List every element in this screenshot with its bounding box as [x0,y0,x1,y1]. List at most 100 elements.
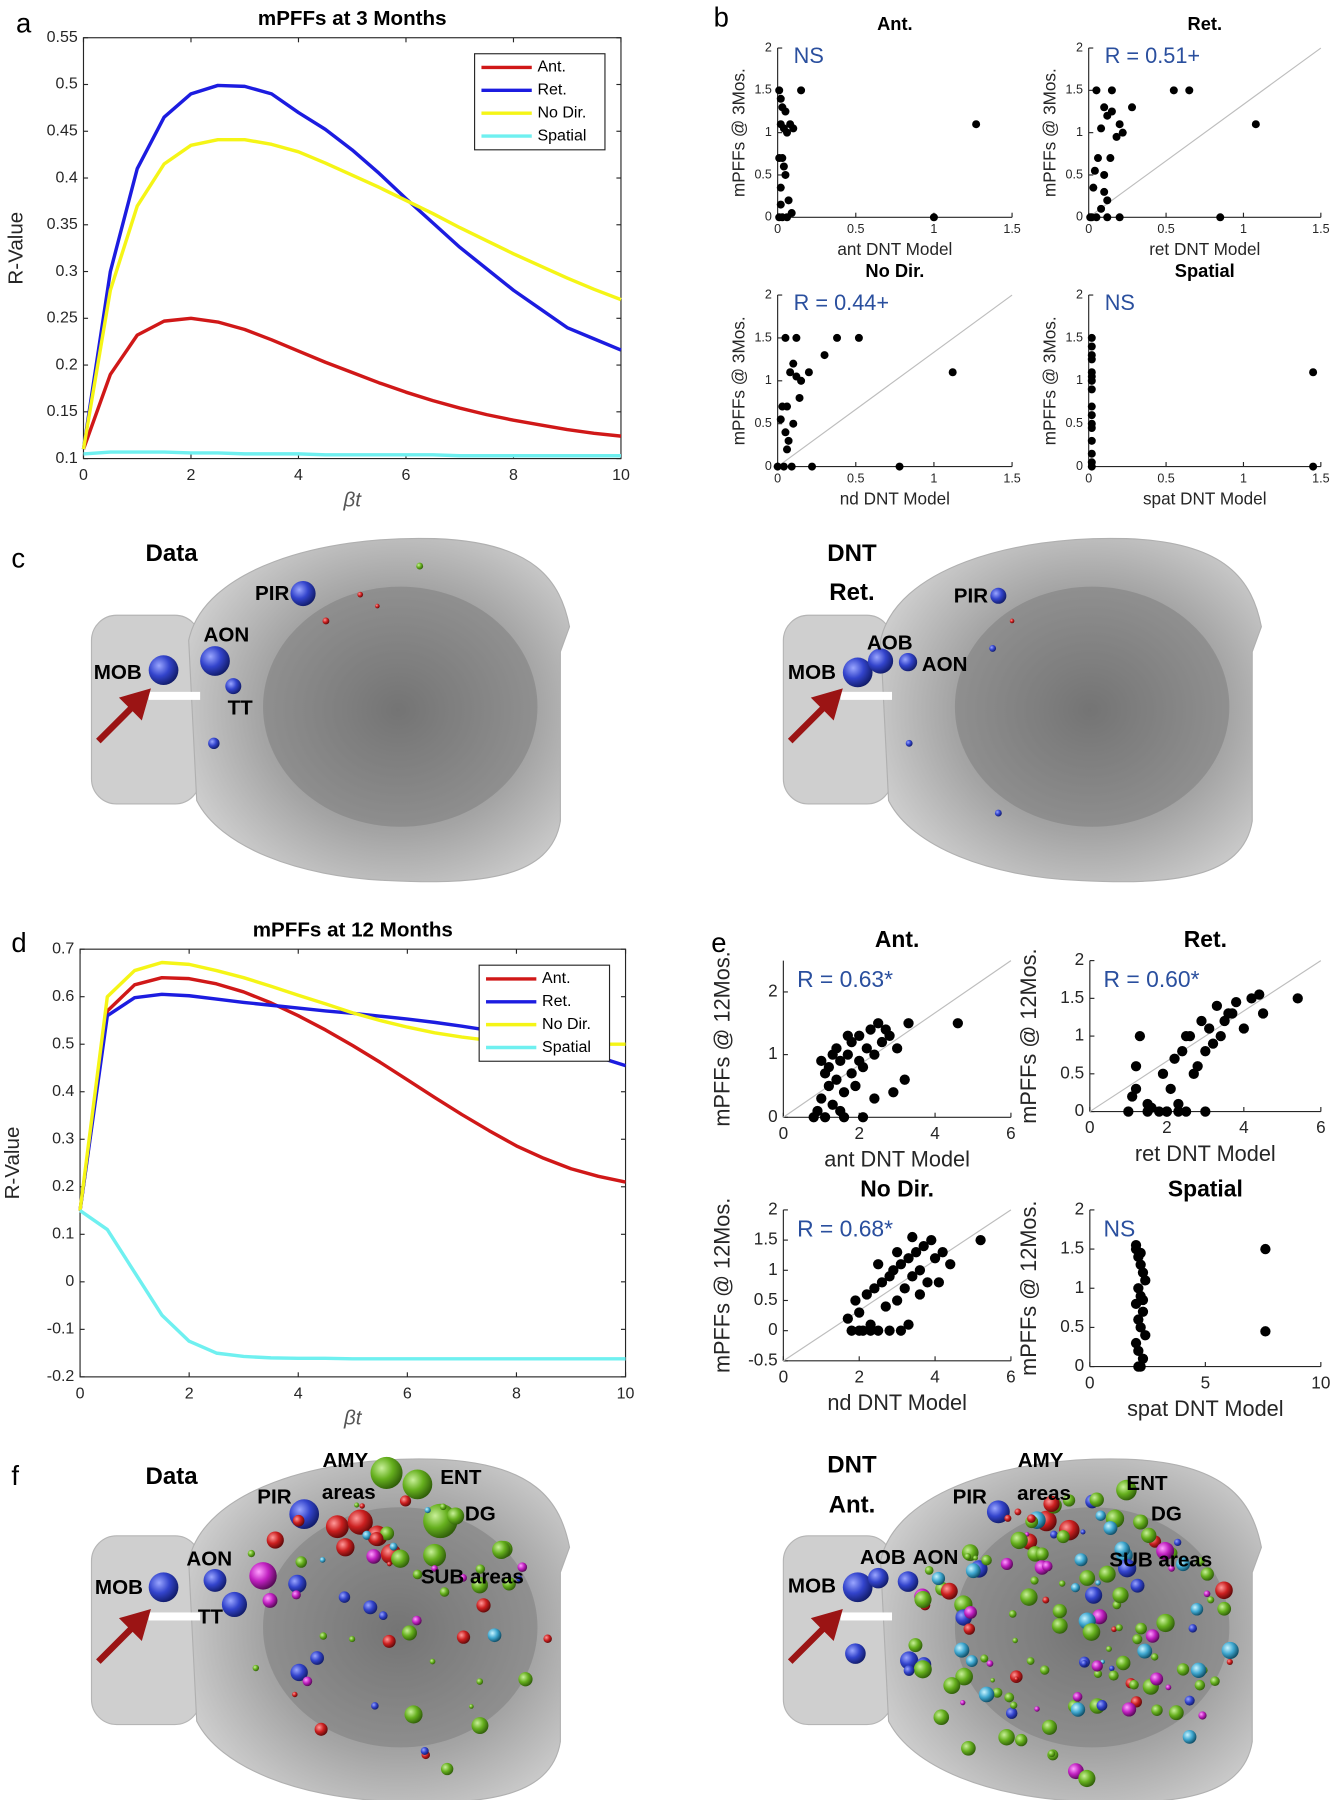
brain-shading [263,1507,538,1748]
sphere [378,1611,388,1620]
sphere [1168,1565,1175,1572]
sphere [266,1531,284,1549]
point [952,1018,963,1029]
region-label: AON [186,1547,232,1570]
sphere [252,1664,260,1672]
sphere [412,1615,422,1626]
y-tick-label: 0 [1076,459,1083,473]
point [918,1240,929,1252]
point [1135,1322,1146,1333]
point [1087,342,1096,351]
y-tick-label: 2 [765,287,772,301]
point [1260,1326,1271,1337]
point [891,1043,903,1054]
y-tick-label: 0.15 [47,403,78,420]
point [1200,1106,1211,1117]
y-axis-label: R-Value [5,212,28,285]
sphere [1174,1538,1182,1547]
y-tick-label: 0.55 [47,29,78,46]
sphere [1080,1529,1086,1535]
point [1103,196,1112,205]
y-tick-label: 0.45 [47,122,78,139]
region-label: AMY [1018,1449,1064,1472]
sphere [469,1704,474,1709]
x-tick-label: 8 [509,467,518,484]
sphere [1188,1624,1197,1633]
y-tick-label: 0.1 [56,450,78,467]
sphere [336,1538,355,1557]
sphere [933,1709,950,1725]
point [778,154,787,163]
region-label: DG [1151,1503,1182,1526]
point [846,1325,857,1336]
point [1087,376,1096,385]
sphere [380,1526,395,1541]
panel-letter: e [711,927,726,958]
point [842,1030,853,1041]
sphere [476,1598,491,1613]
legend-label: Ret. [542,993,571,1010]
point [1230,996,1242,1008]
axes-box [82,37,622,460]
sphere [1041,1719,1058,1735]
sphere [225,678,242,695]
sphere [471,1717,489,1735]
sphere [1052,1603,1067,1619]
point [783,128,792,137]
sphere [897,1571,919,1592]
point [816,1093,827,1104]
sphere [518,1672,533,1687]
sphere [1050,1530,1058,1539]
sphere [1027,1514,1036,1523]
sphere [992,1687,1003,1698]
point [1100,187,1109,196]
x-tick-label: 0 [779,1123,789,1143]
point [899,1283,910,1294]
point [1165,1083,1176,1095]
y-tick-label: 1.5 [754,83,771,97]
point [819,1068,831,1079]
sphere [1151,1704,1163,1716]
sphere [990,1677,995,1683]
sphere [359,1503,365,1509]
sphere [416,562,424,570]
y-tick-label: 1.5 [1066,83,1083,97]
sphere [1195,1557,1205,1567]
point [808,462,817,471]
reference-line [783,1209,1012,1362]
sphere [1058,1580,1066,1587]
sphere [1006,1707,1018,1719]
legend-label: No Dir. [542,1016,591,1033]
point [1112,132,1121,141]
y-tick-label: -0.5 [748,1349,778,1369]
brain-heading: Data [146,1463,199,1490]
sphere [1051,1617,1068,1634]
legend-box [474,53,606,151]
point [1133,1314,1144,1325]
chart-title: No Dir. [860,1176,934,1202]
region-label: PIR [255,582,289,605]
sphere [1190,1662,1207,1678]
y-tick-label: 0.7 [52,940,74,957]
y-tick-label: 0 [1075,1100,1085,1120]
point [778,402,787,411]
sphere [399,1495,412,1507]
sphere [302,1676,313,1687]
sphere [963,1623,976,1635]
point [884,1030,895,1041]
point [1137,1294,1149,1306]
y-axis-label: mPFFs @ 12Mos. [1016,948,1041,1123]
sphere [1072,1692,1083,1702]
point [933,1277,945,1288]
sphere [986,1660,994,1667]
y-axis-label: mPFFs @ 12Mos. [710,951,735,1126]
injection-arrow [787,688,843,744]
brain-shading [954,586,1230,827]
region-label: SUB areas [1109,1548,1212,1571]
point [869,1283,880,1294]
sphere [1141,1527,1157,1544]
sphere [362,1530,372,1540]
point [789,359,798,368]
sphere [357,591,364,598]
sphere [1004,1514,1012,1522]
